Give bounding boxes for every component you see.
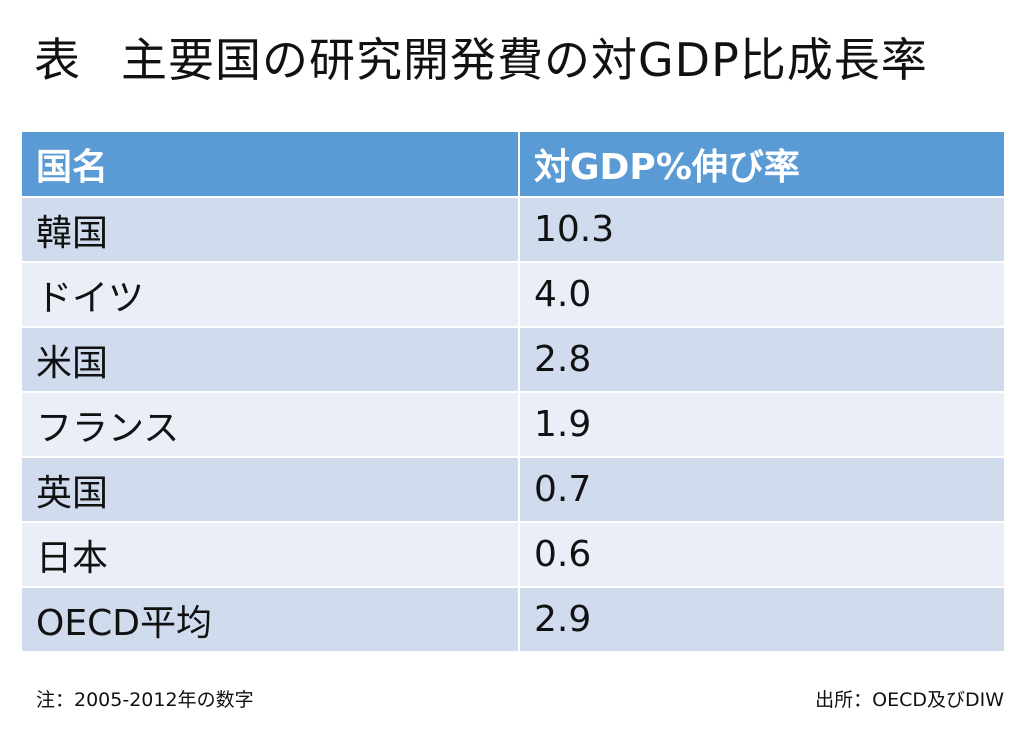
header-country: 国名 (20, 130, 520, 198)
header-growth-rate: 対GDP%伸び率 (518, 130, 1006, 198)
page-title: 表主要国の研究開発費の対GDP比成長率 (34, 28, 928, 92)
table-row: OECD平均 2.9 (20, 586, 1006, 653)
value-cell: 10.3 (518, 196, 1006, 263)
footnote-source: 出所：OECD及びDIW (815, 689, 1004, 711)
country-cell: 韓国 (20, 196, 520, 263)
table-row: 韓国 10.3 (20, 196, 1006, 263)
table-row: フランス 1.9 (20, 391, 1006, 458)
value-cell: 4.0 (518, 261, 1006, 328)
table-row: 米国 2.8 (20, 326, 1006, 393)
table-row: 日本 0.6 (20, 521, 1006, 588)
value-cell: 2.8 (518, 326, 1006, 393)
country-cell: フランス (20, 391, 520, 458)
value-cell: 0.7 (518, 456, 1006, 523)
table-header-row: 国名 対GDP%伸び率 (20, 130, 1006, 198)
country-cell: 米国 (20, 326, 520, 393)
country-cell: ドイツ (20, 261, 520, 328)
table-row: ドイツ 4.0 (20, 261, 1006, 328)
rd-growth-table: 国名 対GDP%伸び率 韓国 10.3 ドイツ 4.0 米国 2.8 フランス … (20, 130, 1006, 653)
value-cell: 0.6 (518, 521, 1006, 588)
table-row: 英国 0.7 (20, 456, 1006, 523)
value-cell: 1.9 (518, 391, 1006, 458)
country-cell: OECD平均 (20, 586, 520, 653)
footnote-period: 注：2005-2012年の数字 (36, 689, 254, 711)
value-cell: 2.9 (518, 586, 1006, 653)
country-cell: 日本 (20, 521, 520, 588)
title-text: 主要国の研究開発費の対GDP比成長率 (121, 33, 928, 87)
title-prefix: 表 (34, 33, 81, 87)
country-cell: 英国 (20, 456, 520, 523)
